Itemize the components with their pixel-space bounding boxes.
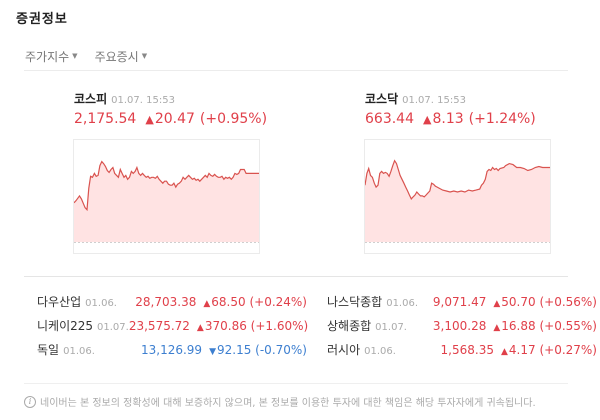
market-percent: (-0.70%) <box>255 343 307 357</box>
market-change: 16.88 <box>501 319 536 333</box>
up-arrow-icon: ▲ <box>423 113 432 126</box>
tab-label: 주요증시 <box>94 49 139 64</box>
kospi-chart[interactable] <box>73 139 260 254</box>
market-row-dow[interactable]: 다우산업 01.06. 28,703.38 ▲ 68.50 (+0.24%) <box>37 293 307 317</box>
tab-bar: 주가지수 ▼ 주요증시 ▼ <box>25 45 147 67</box>
market-date: 01.06. <box>85 298 117 309</box>
index-name[interactable]: 코스피 <box>74 92 108 106</box>
market-name[interactable]: 독일 <box>37 343 60 357</box>
divider <box>24 276 568 277</box>
market-name[interactable]: 나스닥종합 <box>327 295 383 309</box>
disclaimer-text: 네이버는 본 정보의 정확성에 대해 보증하지 않으며, 본 정보를 이용한 투… <box>40 398 536 409</box>
index-percent: (+1.24%) <box>468 111 536 127</box>
world-markets-left: 다우산업 01.06. 28,703.38 ▲ 68.50 (+0.24%) 니… <box>37 293 309 365</box>
disclaimer: i 네이버는 본 정보의 정확성에 대해 보증하지 않으며, 본 정보를 이용한… <box>24 394 536 409</box>
index-percent: (+0.95%) <box>199 111 268 127</box>
market-row-nasdaq[interactable]: 나스닥종합 01.06. 9,071.47 ▲ 50.70 (+0.56%) <box>327 293 597 317</box>
market-change: 68.50 <box>211 295 246 309</box>
market-price: 28,703.38 <box>135 295 197 309</box>
tab-major-markets[interactable]: 주요증시 ▼ <box>95 45 148 67</box>
index-time: 01.07. 15:53 <box>402 95 466 106</box>
market-row-shanghai[interactable]: 상해종합 01.07. 3,100.28 ▲ 16.88 (+0.55%) <box>327 317 597 341</box>
caret-down-icon: ▼ <box>72 52 78 60</box>
index-price: 2,175.54 <box>74 111 137 127</box>
market-percent: (+0.55%) <box>539 319 597 333</box>
info-icon: i <box>24 395 36 408</box>
market-percent: (+0.24%) <box>249 295 307 309</box>
market-price: 3,100.28 <box>432 319 487 333</box>
market-percent: (+0.56%) <box>539 295 597 309</box>
kospi-area-chart <box>74 160 259 243</box>
kosdaq-area-chart <box>365 159 550 243</box>
market-percent: (+1.60%) <box>250 319 309 333</box>
kosdaq-card[interactable]: 코스닥 01.07. 15:53 663.44 ▲ 8.13 (+1.24%) <box>365 90 565 127</box>
market-change: 92.15 <box>216 343 252 357</box>
market-name[interactable]: 상해종합 <box>327 319 372 333</box>
up-arrow-icon: ▲ <box>493 299 501 309</box>
market-date: 01.06. <box>386 298 419 309</box>
world-markets-right: 나스닥종합 01.06. 9,071.47 ▲ 50.70 (+0.56%) 상… <box>327 293 597 365</box>
kospi-card[interactable]: 코스피 01.07. 15:53 2,175.54 ▲ 20.47 (+0.95… <box>74 90 274 127</box>
market-row-germany[interactable]: 독일 01.06. 13,126.99 ▼ 92.15 (-0.70%) <box>37 341 307 365</box>
up-arrow-icon: ▲ <box>500 347 508 357</box>
tab-stock-index[interactable]: 주가지수 ▼ <box>25 45 78 67</box>
market-price: 9,071.47 <box>432 295 487 309</box>
up-arrow-icon: ▲ <box>203 299 211 309</box>
market-name[interactable]: 다우산업 <box>37 295 82 309</box>
market-name[interactable]: 니케이225 <box>37 319 94 333</box>
market-price: 13,126.99 <box>140 343 203 357</box>
market-row-nikkei[interactable]: 니케이225 01.07. 23,575.72 ▲ 370.86 (+1.60%… <box>37 317 309 341</box>
market-date: 01.06. <box>364 346 396 357</box>
market-change: 4.17 <box>508 343 536 357</box>
market-name[interactable]: 러시아 <box>327 343 361 357</box>
market-change: 370.86 <box>204 319 247 333</box>
section-title: 증권정보 <box>16 12 68 27</box>
index-name[interactable]: 코스닥 <box>365 92 399 106</box>
market-change: 50.70 <box>501 295 536 309</box>
market-percent: (+0.27%) <box>539 343 597 357</box>
divider <box>24 70 568 71</box>
index-change: 20.47 <box>154 111 195 127</box>
market-price: 23,575.72 <box>128 319 190 333</box>
market-date: 01.06. <box>63 346 95 357</box>
down-arrow-icon: ▼ <box>209 347 216 357</box>
tab-label: 주가지수 <box>25 49 70 64</box>
up-arrow-icon: ▲ <box>145 113 154 126</box>
up-arrow-icon: ▲ <box>493 323 501 333</box>
up-arrow-icon: ▲ <box>196 323 204 333</box>
market-row-russia[interactable]: 러시아 01.06. 1,568.35 ▲ 4.17 (+0.27%) <box>327 341 597 365</box>
index-change: 8.13 <box>432 111 464 127</box>
index-time: 01.07. 15:53 <box>111 95 175 106</box>
kosdaq-chart[interactable] <box>364 139 551 254</box>
market-date: 01.07. <box>97 322 129 333</box>
caret-down-icon: ▼ <box>141 52 148 60</box>
market-date: 01.07. <box>375 322 407 333</box>
market-price: 1,568.35 <box>440 343 494 357</box>
divider <box>24 383 568 384</box>
index-price: 663.44 <box>365 111 414 127</box>
